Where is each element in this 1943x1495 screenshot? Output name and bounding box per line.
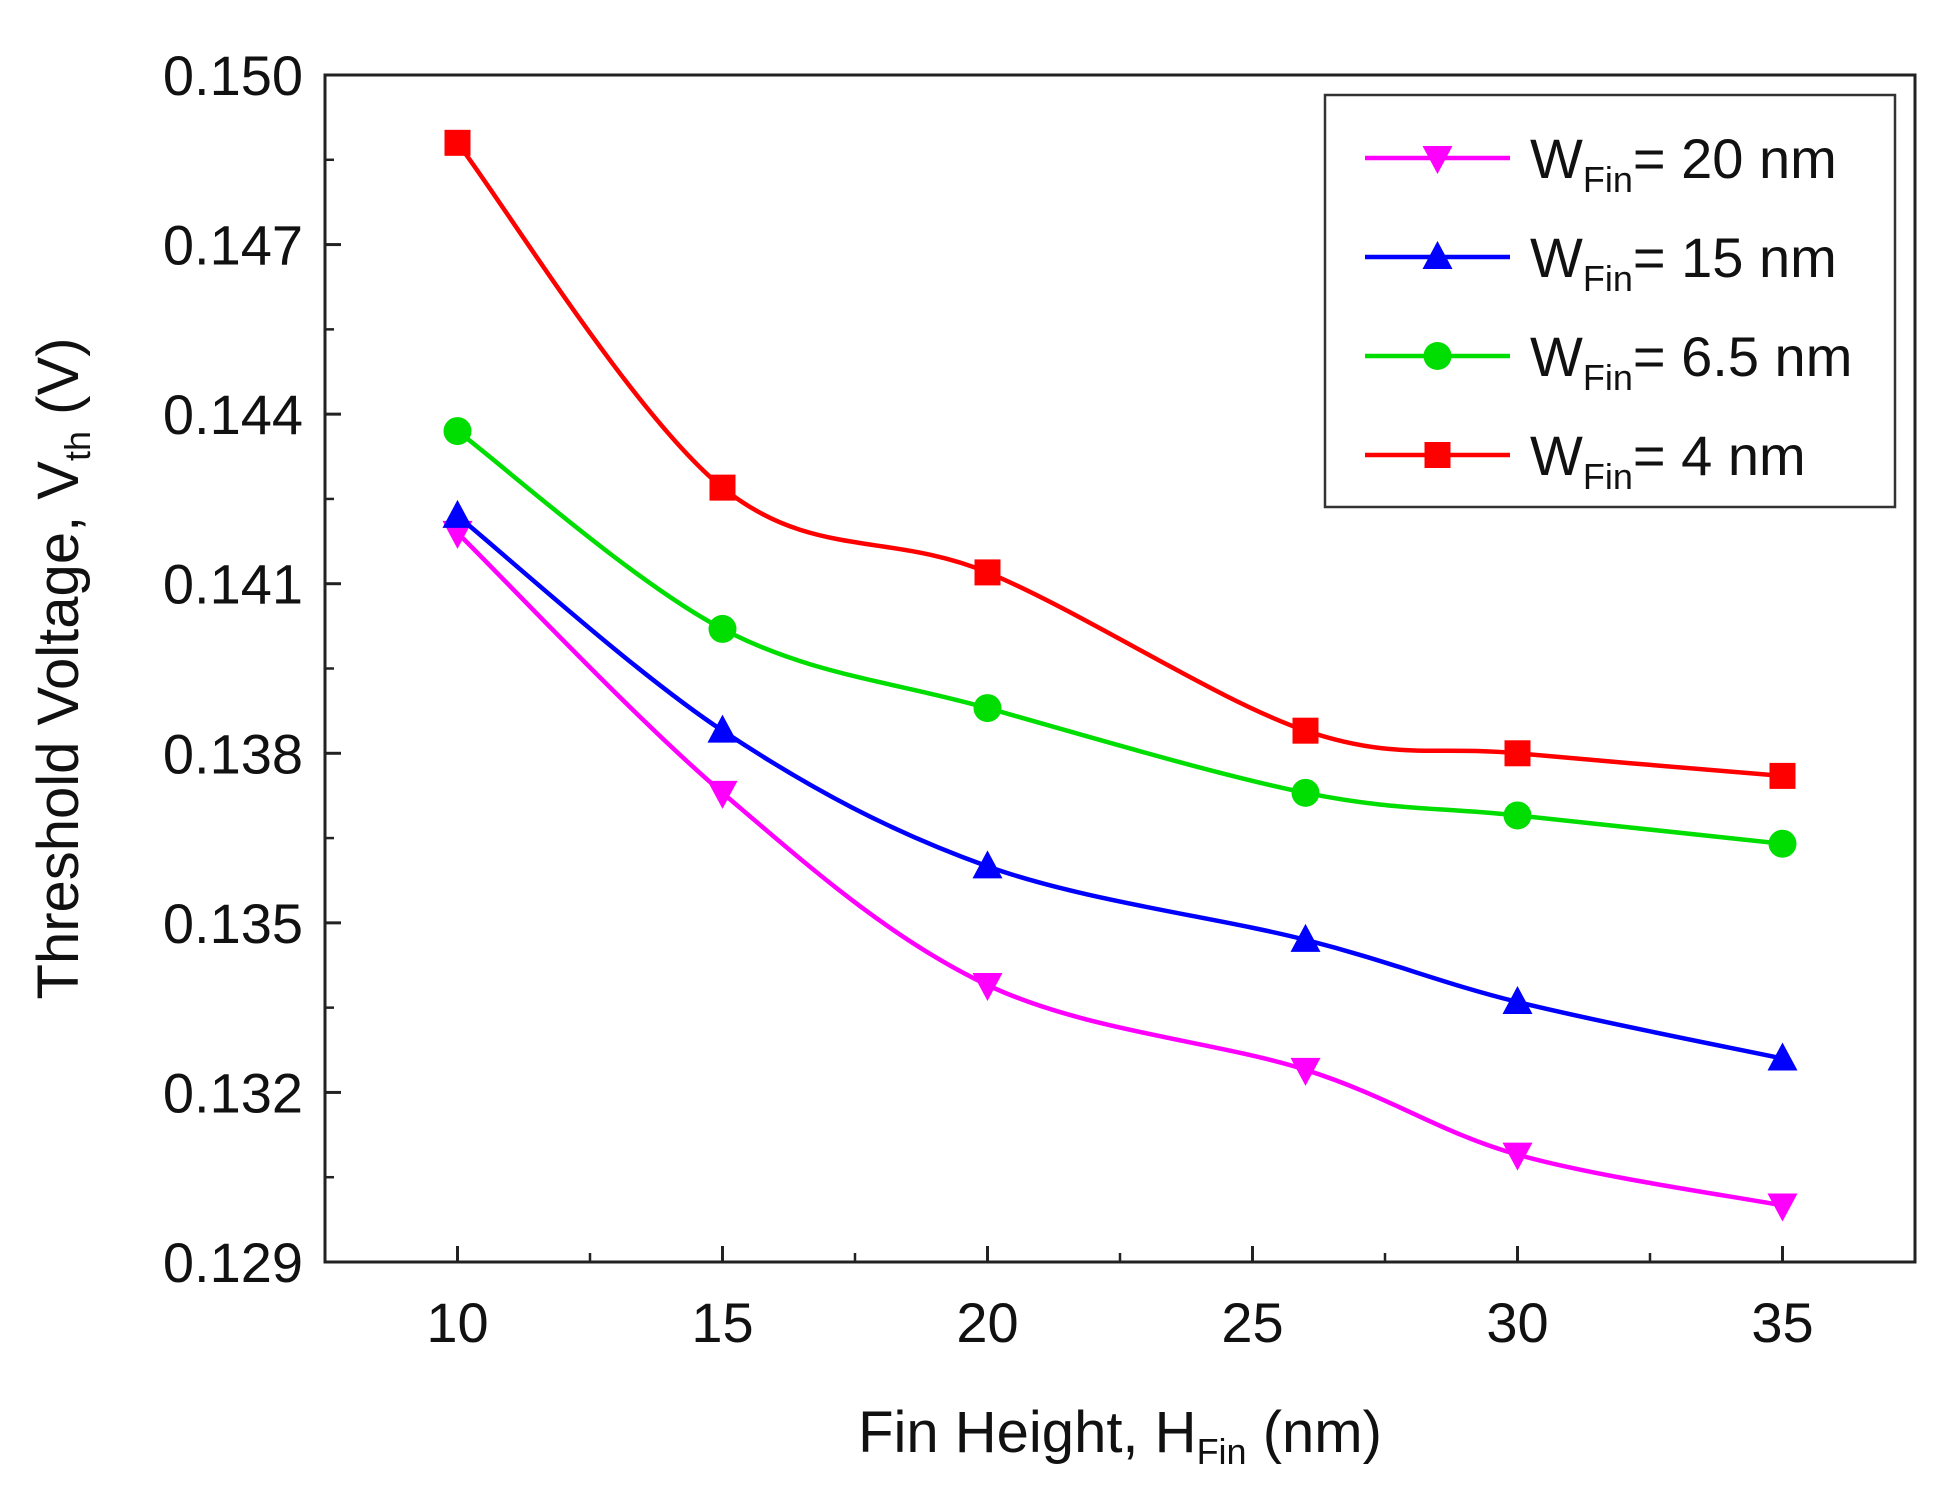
data-point-1-1 [707,714,738,743]
series-0 [442,520,1798,1222]
x-tick-label: 30 [1486,1291,1548,1354]
series-line-2 [456,429,1783,846]
data-point-0-2 [972,973,1003,1002]
legend-label-main: W [1530,325,1583,388]
series-line-0 [455,531,1783,1208]
data-point-2-4 [1503,801,1532,830]
legend-label-rest: = 6.5 nm [1633,325,1852,388]
data-point-3-3 [1292,717,1319,744]
x-tick-label: 15 [691,1291,753,1354]
y-axis-title-main: Threshold Voltage, V [26,461,91,1000]
x-axis-title-unit: (nm) [1247,1400,1382,1465]
legend-label-rest: = 20 nm [1633,127,1837,190]
y-axis-title-unit: (V) [26,338,91,431]
data-point-0-5 [1767,1193,1798,1222]
series-1 [442,499,1798,1071]
data-point-3-4 [1504,740,1531,767]
x-axis-title-sub: Fin [1197,1431,1247,1472]
y-tick-label: 0.141 [163,553,303,616]
axis-layer: 10 15 20 25 30 35 0.129 0.132 0.135 0.138 0.141 0.1… [26,44,1917,1472]
legend-marker-3 [1424,442,1451,468]
legend-box [1323,93,1897,509]
data-point-3-2 [974,559,1001,586]
x-tick-label: 10 [426,1291,488,1354]
legend-label-main: W [1530,424,1583,487]
legend-label-rest: = 4 nm [1633,424,1806,487]
legend-marker-1 [1422,241,1453,269]
legend-label-main: W [1530,127,1583,190]
data-point-3-1 [709,474,736,501]
data-point-1-0 [442,499,473,528]
data-point-1-5 [1767,1042,1798,1071]
legend-marker-2 [1423,342,1452,370]
data-point-3-0 [444,129,471,156]
data-point-1-2 [972,850,1003,879]
legend-label-sub: Fin [1583,258,1633,299]
x-axis-title: Fin Height, HFin (nm) [858,1400,1382,1472]
y-tick-label: 0.150 [163,44,303,107]
data-point-2-0 [443,417,472,446]
data-point-1-3 [1290,923,1321,952]
series-line-1 [456,514,1783,1061]
legend-label-sub: Fin [1583,357,1633,398]
legend-label-3: WFin= 4 nm [1530,424,1806,497]
legend-label-main: W [1530,226,1583,289]
series-3 [444,129,1796,789]
x-axis-title-main: Fin Height, H [858,1400,1196,1465]
legend-marker-0 [1422,146,1453,174]
x-tick-label: 25 [1221,1291,1283,1354]
y-axis-title: Threshold Voltage, Vth (V) [26,338,98,1000]
data-point-2-1 [708,614,737,643]
legend-label-0: WFin= 20 nm [1530,127,1837,200]
y-tick-label: 0.129 [163,1231,303,1294]
data-point-3-5 [1769,762,1796,789]
data-point-2-2 [973,694,1002,723]
series-line-3 [455,141,1783,779]
y-tick-label: 0.144 [163,383,303,446]
legend-label-sub: Fin [1583,159,1633,200]
data-point-1-4 [1502,985,1533,1014]
y-axis-title-sub: th [57,431,98,461]
legend-label-rest: = 15 nm [1633,226,1837,289]
x-tick-label: 35 [1751,1291,1813,1354]
y-tick-label: 0.132 [163,1061,303,1124]
y-tick-label: 0.135 [163,892,303,955]
x-tick-label: 20 [956,1291,1018,1354]
data-point-0-4 [1502,1142,1533,1171]
data-point-2-3 [1291,778,1320,807]
legend-label-2: WFin= 6.5 nm [1530,325,1852,398]
data-point-2-5 [1768,829,1797,858]
y-tick-label: 0.147 [163,214,303,277]
legend-label-sub: Fin [1583,456,1633,497]
data-point-0-1 [707,780,738,809]
plot-layer [442,129,1798,1222]
y-tick-label: 0.138 [163,722,303,785]
data-point-0-3 [1290,1057,1321,1086]
legend-label-1: WFin= 15 nm [1530,226,1837,299]
series-2 [443,417,1797,858]
